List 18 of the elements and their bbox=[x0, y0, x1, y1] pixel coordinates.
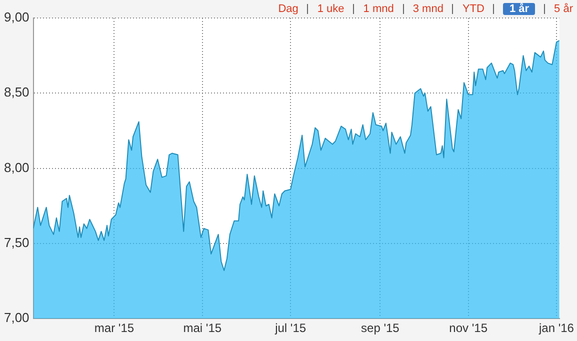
x-tick-label: mai '15 bbox=[183, 321, 222, 336]
x-tick-label: mar '15 bbox=[94, 321, 134, 336]
x-tick-label: nov '15 bbox=[449, 321, 488, 336]
text: 1 år bbox=[503, 3, 536, 15]
x-tick-label: jan '16 bbox=[538, 321, 574, 336]
x-tick-label: sep '15 bbox=[361, 321, 400, 336]
y-tick-label: 7,00 bbox=[4, 310, 30, 326]
text: Dag bbox=[278, 3, 298, 15]
text: 1 mnd bbox=[363, 3, 394, 15]
y-tick-label: 8,50 bbox=[4, 84, 30, 100]
x-tick-label: jul '15 bbox=[274, 321, 306, 336]
text: 3 mnd bbox=[412, 3, 444, 15]
y-tick-label: 9,00 bbox=[4, 10, 30, 25]
y-tick-label: 8,00 bbox=[4, 160, 30, 175]
text: YTD bbox=[462, 3, 484, 15]
text: 5 år bbox=[554, 3, 573, 15]
y-tick-label: 7,50 bbox=[4, 235, 30, 250]
text: 1 uke bbox=[317, 3, 344, 15]
